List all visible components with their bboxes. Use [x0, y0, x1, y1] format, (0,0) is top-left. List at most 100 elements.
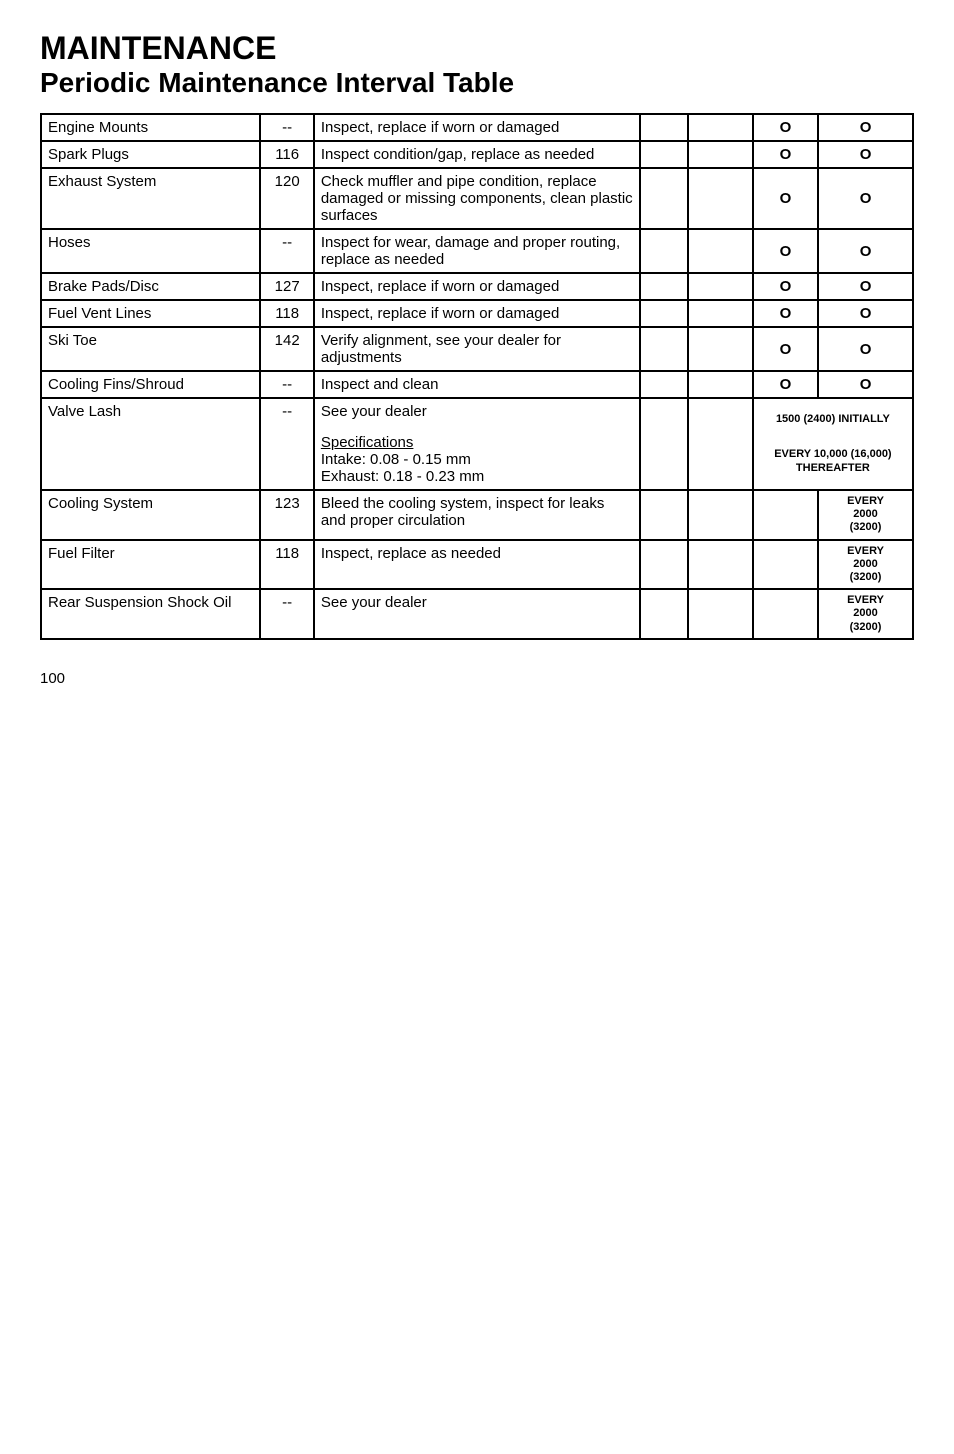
- cell-pg: --: [260, 398, 313, 490]
- cell-500: [753, 490, 818, 540]
- cell-item: Cooling System: [41, 490, 260, 540]
- page-title: MAINTENANCE: [40, 30, 914, 67]
- page-subtitle: Periodic Maintenance Interval Table: [40, 67, 914, 99]
- cell-inst: Inspect, replace if worn or damaged: [314, 114, 640, 141]
- cell-item: Brake Pads/Disc: [41, 273, 260, 300]
- table-row: Ski Toe 142 Verify alignment, see your d…: [41, 327, 913, 371]
- cell-daily: [640, 273, 687, 300]
- cell-500: O: [753, 168, 818, 229]
- cell-inst: Verify alignment, see your dealer for ad…: [314, 327, 640, 371]
- cell-inst: See your dealer: [314, 589, 640, 639]
- cell-daily: [640, 490, 687, 540]
- cell-pg: 120: [260, 168, 313, 229]
- valve-spec-label: Specifications: [321, 434, 633, 451]
- cell-item: Rear Suspension Shock Oil: [41, 589, 260, 639]
- cell-pg: 123: [260, 490, 313, 540]
- cell-pg: --: [260, 229, 313, 273]
- cell-pg: --: [260, 371, 313, 398]
- cell-500: [753, 540, 818, 590]
- cell-1500: O: [818, 114, 913, 141]
- cell-inst: Inspect for wear, damage and proper rout…: [314, 229, 640, 273]
- cell-500: O: [753, 114, 818, 141]
- cell-500: O: [753, 300, 818, 327]
- cell-inst: Inspect, replace if worn or damaged: [314, 300, 640, 327]
- valve-right-top: 1500 (2400) INITIALLY: [754, 407, 912, 432]
- valve-inst-top: See your dealer: [321, 403, 633, 420]
- valve-right-bottom: EVERY 10,000 (16,000) THEREAFTER: [754, 442, 912, 480]
- cell-pg: 127: [260, 273, 313, 300]
- cell-daily: [640, 327, 687, 371]
- cell-150: [688, 114, 753, 141]
- cell-500: [753, 589, 818, 639]
- valve-lash-row: Valve Lash -- See your dealer Specificat…: [41, 398, 913, 490]
- valve-spec-intake: Intake: 0.08 - 0.15 mm: [321, 451, 633, 468]
- cell-item: Spark Plugs: [41, 141, 260, 168]
- cell-item: Valve Lash: [41, 398, 260, 490]
- cell-500: O: [753, 141, 818, 168]
- cell-daily: [640, 371, 687, 398]
- cell-150: [688, 490, 753, 540]
- cell-1500: O: [818, 141, 913, 168]
- cell-item: Cooling Fins/Shroud: [41, 371, 260, 398]
- page-number: 100: [40, 670, 914, 687]
- cell-item: Fuel Vent Lines: [41, 300, 260, 327]
- cell-150: [688, 168, 753, 229]
- cell-inst: Bleed the cooling system, inspect for le…: [314, 490, 640, 540]
- cell-daily: [640, 398, 687, 490]
- cell-150: [688, 300, 753, 327]
- cell-150: [688, 589, 753, 639]
- cell-150: [688, 273, 753, 300]
- cell-daily: [640, 114, 687, 141]
- cell-daily: [640, 229, 687, 273]
- cell-daily: [640, 300, 687, 327]
- maintenance-table: Engine Mounts -- Inspect, replace if wor…: [40, 113, 914, 640]
- table-row: Exhaust System 120 Check muffler and pip…: [41, 168, 913, 229]
- cell-150: [688, 141, 753, 168]
- table-row: Rear Suspension Shock Oil -- See your de…: [41, 589, 913, 639]
- cell-500: O: [753, 229, 818, 273]
- cell-pg: --: [260, 114, 313, 141]
- cell-1500: O: [818, 371, 913, 398]
- cell-inst: Inspect, replace as needed: [314, 540, 640, 590]
- cell-last: EVERY 2000 (3200): [818, 589, 913, 639]
- cell-1500: O: [818, 327, 913, 371]
- table-row: Hoses -- Inspect for wear, damage and pr…: [41, 229, 913, 273]
- cell-daily: [640, 168, 687, 229]
- cell-500: O: [753, 371, 818, 398]
- cell-1500: O: [818, 168, 913, 229]
- cell-150: [688, 540, 753, 590]
- table-row: Fuel Vent Lines 118 Inspect, replace if …: [41, 300, 913, 327]
- cell-item: Hoses: [41, 229, 260, 273]
- cell-150: [688, 229, 753, 273]
- cell-last: EVERY 2000 (3200): [818, 540, 913, 590]
- cell-1500: O: [818, 273, 913, 300]
- cell-daily: [640, 589, 687, 639]
- cell-pg: 118: [260, 300, 313, 327]
- cell-inst: Inspect condition/gap, replace as needed: [314, 141, 640, 168]
- cell-inst: Inspect and clean: [314, 371, 640, 398]
- cell-inst: Inspect, replace if worn or damaged: [314, 273, 640, 300]
- cell-150: [688, 398, 753, 490]
- cell-item: Fuel Filter: [41, 540, 260, 590]
- cell-item: Exhaust System: [41, 168, 260, 229]
- valve-spec-exhaust: Exhaust: 0.18 - 0.23 mm: [321, 468, 633, 485]
- table-row: Cooling System 123 Bleed the cooling sys…: [41, 490, 913, 540]
- cell-500: O: [753, 327, 818, 371]
- cell-item: Engine Mounts: [41, 114, 260, 141]
- cell-inst: See your dealer Specifications Intake: 0…: [314, 398, 640, 490]
- cell-item: Ski Toe: [41, 327, 260, 371]
- cell-daily: [640, 540, 687, 590]
- cell-500: O: [753, 273, 818, 300]
- cell-last: EVERY 2000 (3200): [818, 490, 913, 540]
- table-row: Cooling Fins/Shroud -- Inspect and clean…: [41, 371, 913, 398]
- table-row: Fuel Filter 118 Inspect, replace as need…: [41, 540, 913, 590]
- cell-pg: 142: [260, 327, 313, 371]
- cell-1500: O: [818, 229, 913, 273]
- valve-right-cell: 1500 (2400) INITIALLY EVERY 10,000 (16,0…: [753, 398, 913, 490]
- cell-150: [688, 327, 753, 371]
- table-row: Engine Mounts -- Inspect, replace if wor…: [41, 114, 913, 141]
- cell-pg: --: [260, 589, 313, 639]
- cell-pg: 118: [260, 540, 313, 590]
- cell-inst: Check muffler and pipe condition, replac…: [314, 168, 640, 229]
- cell-150: [688, 371, 753, 398]
